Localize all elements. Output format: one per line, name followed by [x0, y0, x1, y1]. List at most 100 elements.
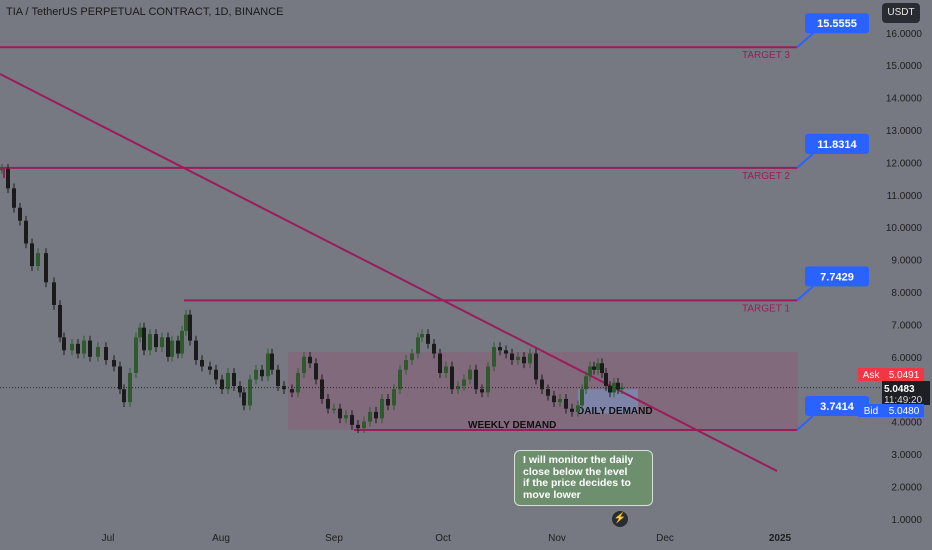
- candle-body: [326, 398, 330, 409]
- candle-body: [558, 398, 562, 403]
- callout-pointer: [796, 153, 814, 169]
- candle-body: [36, 253, 40, 267]
- ask-value-box: [884, 368, 924, 381]
- daily-demand-label: DAILY DEMAND: [577, 406, 653, 417]
- tradingview-flash-icon[interactable]: ⚡: [612, 511, 628, 527]
- candle-body: [296, 373, 300, 393]
- descending-trendline: [0, 73, 778, 472]
- candle-body: [528, 353, 532, 364]
- note-callout: I will monitor the daily close below the…: [514, 450, 653, 506]
- candle-body: [368, 411, 372, 422]
- candle-body: [238, 385, 242, 393]
- time-tick-label: Aug: [212, 533, 230, 544]
- level-callout: [805, 395, 869, 416]
- price-tick-label: 11.0000: [887, 191, 923, 202]
- price-tick-label: 3.0000: [891, 450, 922, 461]
- candle-body: [584, 376, 588, 390]
- candle-body: [510, 353, 514, 361]
- candle-body: [522, 356, 526, 364]
- price-tick-label: 2.0000: [891, 482, 922, 493]
- price-tick-label: 15.0000: [886, 61, 923, 72]
- candle-body: [580, 389, 584, 406]
- candle-body: [576, 405, 580, 412]
- candle-body: [18, 207, 22, 221]
- candle-body: [374, 411, 378, 419]
- candle-body: [444, 366, 448, 373]
- weekly-demand-zone: [288, 351, 798, 430]
- candle-body: [462, 379, 466, 386]
- candle-body: [70, 343, 74, 351]
- candlestick-series: [0, 164, 880, 433]
- candle-body: [392, 389, 396, 406]
- ask-label: Ask: [863, 370, 881, 381]
- candle-body: [242, 392, 246, 406]
- candle-body: [52, 282, 56, 305]
- ask-label-box: [858, 368, 884, 381]
- candle-body: [154, 334, 158, 348]
- candle-body: [350, 415, 354, 425]
- level-callout-value: 11.8314: [817, 139, 857, 151]
- candle-body: [82, 340, 86, 354]
- candle-body: [404, 360, 408, 370]
- candle-body: [486, 366, 490, 393]
- candle-body: [438, 353, 442, 373]
- candle-body: [58, 304, 62, 338]
- candle-body: [200, 360, 204, 367]
- daily-demand-zone: [578, 389, 638, 414]
- candle-body: [12, 188, 16, 208]
- candle-body: [468, 369, 472, 380]
- candle-body: [546, 389, 550, 396]
- candle-body: [96, 347, 100, 357]
- price-tick-label: 6.0000: [891, 353, 922, 364]
- candle-body: [456, 385, 460, 390]
- candle-body: [540, 379, 544, 390]
- candle-body: [118, 366, 122, 390]
- price-tick-label: 4.0000: [891, 418, 922, 429]
- callout-pointer: [796, 32, 814, 48]
- bid-value-box: [884, 404, 924, 417]
- target-label: TARGET 3: [742, 50, 790, 61]
- candle-body: [160, 337, 164, 348]
- candle-body: [592, 366, 596, 370]
- candle-body: [166, 337, 170, 357]
- level-callout: [805, 13, 869, 34]
- candle-body: [184, 314, 188, 331]
- weekly-demand-label: WEEKLY DEMAND: [468, 420, 556, 431]
- candle-body: [128, 373, 132, 403]
- candle-body: [180, 330, 184, 354]
- candle-body: [570, 408, 574, 412]
- candle-body: [426, 334, 430, 344]
- target-label: TARGET 2: [742, 171, 790, 182]
- candle-body: [226, 373, 230, 390]
- candle-body: [266, 353, 270, 377]
- candle-body: [122, 389, 126, 403]
- bar-countdown: 11:49:20: [884, 395, 923, 406]
- currency-button[interactable]: USDT: [882, 3, 920, 23]
- time-tick-label: Dec: [656, 533, 674, 544]
- last-price-box: [882, 381, 930, 405]
- candle-body: [276, 369, 280, 386]
- note-line: if the price decides to: [523, 477, 631, 489]
- candle-body: [564, 398, 568, 409]
- candle-body: [148, 334, 152, 351]
- candle-body: [254, 369, 258, 380]
- candle-body: [320, 379, 324, 399]
- candle-body: [62, 337, 66, 351]
- candle-body: [612, 382, 616, 393]
- candle-body: [596, 363, 600, 370]
- candle-body: [450, 366, 454, 390]
- candle-body: [260, 369, 264, 377]
- candle-body: [24, 220, 28, 244]
- candle-body: [232, 373, 236, 386]
- price-tick-label: 9.0000: [891, 256, 922, 267]
- ask-value: 5.0491: [889, 370, 920, 381]
- candle-body: [142, 327, 146, 351]
- candle-body: [386, 398, 390, 406]
- candle-body: [170, 340, 174, 357]
- time-tick-label: Jul: [102, 533, 115, 544]
- candle-body: [338, 408, 342, 419]
- candle-body: [534, 353, 538, 380]
- candle-body: [552, 395, 556, 403]
